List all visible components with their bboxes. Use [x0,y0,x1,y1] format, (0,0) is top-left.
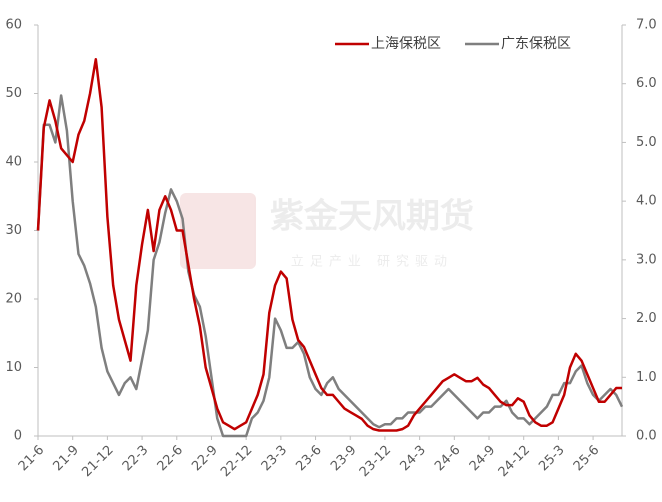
y2-tick-label: 3.0 [636,252,657,267]
y2-tick-label: 2.0 [636,311,657,326]
y2-tick-label: 5.0 [636,135,657,150]
y-tick-label: 60 [5,18,22,33]
x-tick-label: 24-9 [467,443,498,474]
y2-tick-label: 1.0 [636,370,657,385]
watermark-subtitle: 立足产业 研究驱动 [291,255,453,270]
y2-tick-label: 0.0 [636,429,657,444]
x-tick-label: 23-9 [328,443,359,474]
seal [180,193,256,269]
x-tick-label: 23-3 [259,443,290,474]
y-tick-label: 10 [5,360,22,375]
x-tick-label: 22-12 [218,443,255,480]
x-tick-label: 22-6 [155,443,186,474]
x-tick-label: 25-3 [536,443,567,474]
y2-tick-label: 4.0 [636,194,657,209]
x-tick-label: 24-3 [397,443,428,474]
x-tick-label: 25-6 [571,443,602,474]
series-line [36,58,622,432]
y2-tick-label: 7.0 [636,18,657,33]
series-line [36,94,624,438]
y-tick-label: 0 [14,429,22,444]
y2-tick-label: 6.0 [636,76,657,91]
legend-label: 上海保税区 [371,36,441,52]
x-tick-label: 23-12 [357,443,394,480]
y-tick-label: 50 [5,86,22,101]
x-tick-label: 24-12 [496,443,533,480]
x-tick-label: 21-6 [16,443,47,474]
watermark: 紫金天风期货 立足产业 研究驱动 [180,193,474,270]
y-tick-label: 30 [5,223,22,238]
x-tick-label: 22-3 [120,443,151,474]
x-tick-label: 22-9 [189,443,220,474]
x-tick-label: 21-9 [51,443,82,474]
y-tick-label: 40 [5,155,22,170]
x-tick-label: 21-12 [79,443,116,480]
y-tick-label: 20 [5,292,22,307]
watermark-title: 紫金天风期货 [270,197,474,237]
legend-label: 广东保税区 [501,36,571,52]
x-tick-label: 24-6 [432,443,463,474]
x-tick-label: 23-6 [293,443,324,474]
